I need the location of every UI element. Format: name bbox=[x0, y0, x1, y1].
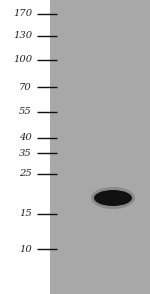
Text: 55: 55 bbox=[19, 108, 32, 116]
Ellipse shape bbox=[94, 190, 132, 206]
Text: 15: 15 bbox=[19, 210, 32, 218]
Bar bbox=[50, 0, 150, 294]
Ellipse shape bbox=[91, 187, 135, 209]
Text: 170: 170 bbox=[13, 9, 32, 19]
Text: 35: 35 bbox=[19, 148, 32, 158]
Text: 70: 70 bbox=[19, 83, 32, 91]
Text: 10: 10 bbox=[19, 245, 32, 253]
Text: 130: 130 bbox=[13, 31, 32, 41]
Text: 100: 100 bbox=[13, 56, 32, 64]
Text: 40: 40 bbox=[19, 133, 32, 143]
Text: 25: 25 bbox=[19, 170, 32, 178]
